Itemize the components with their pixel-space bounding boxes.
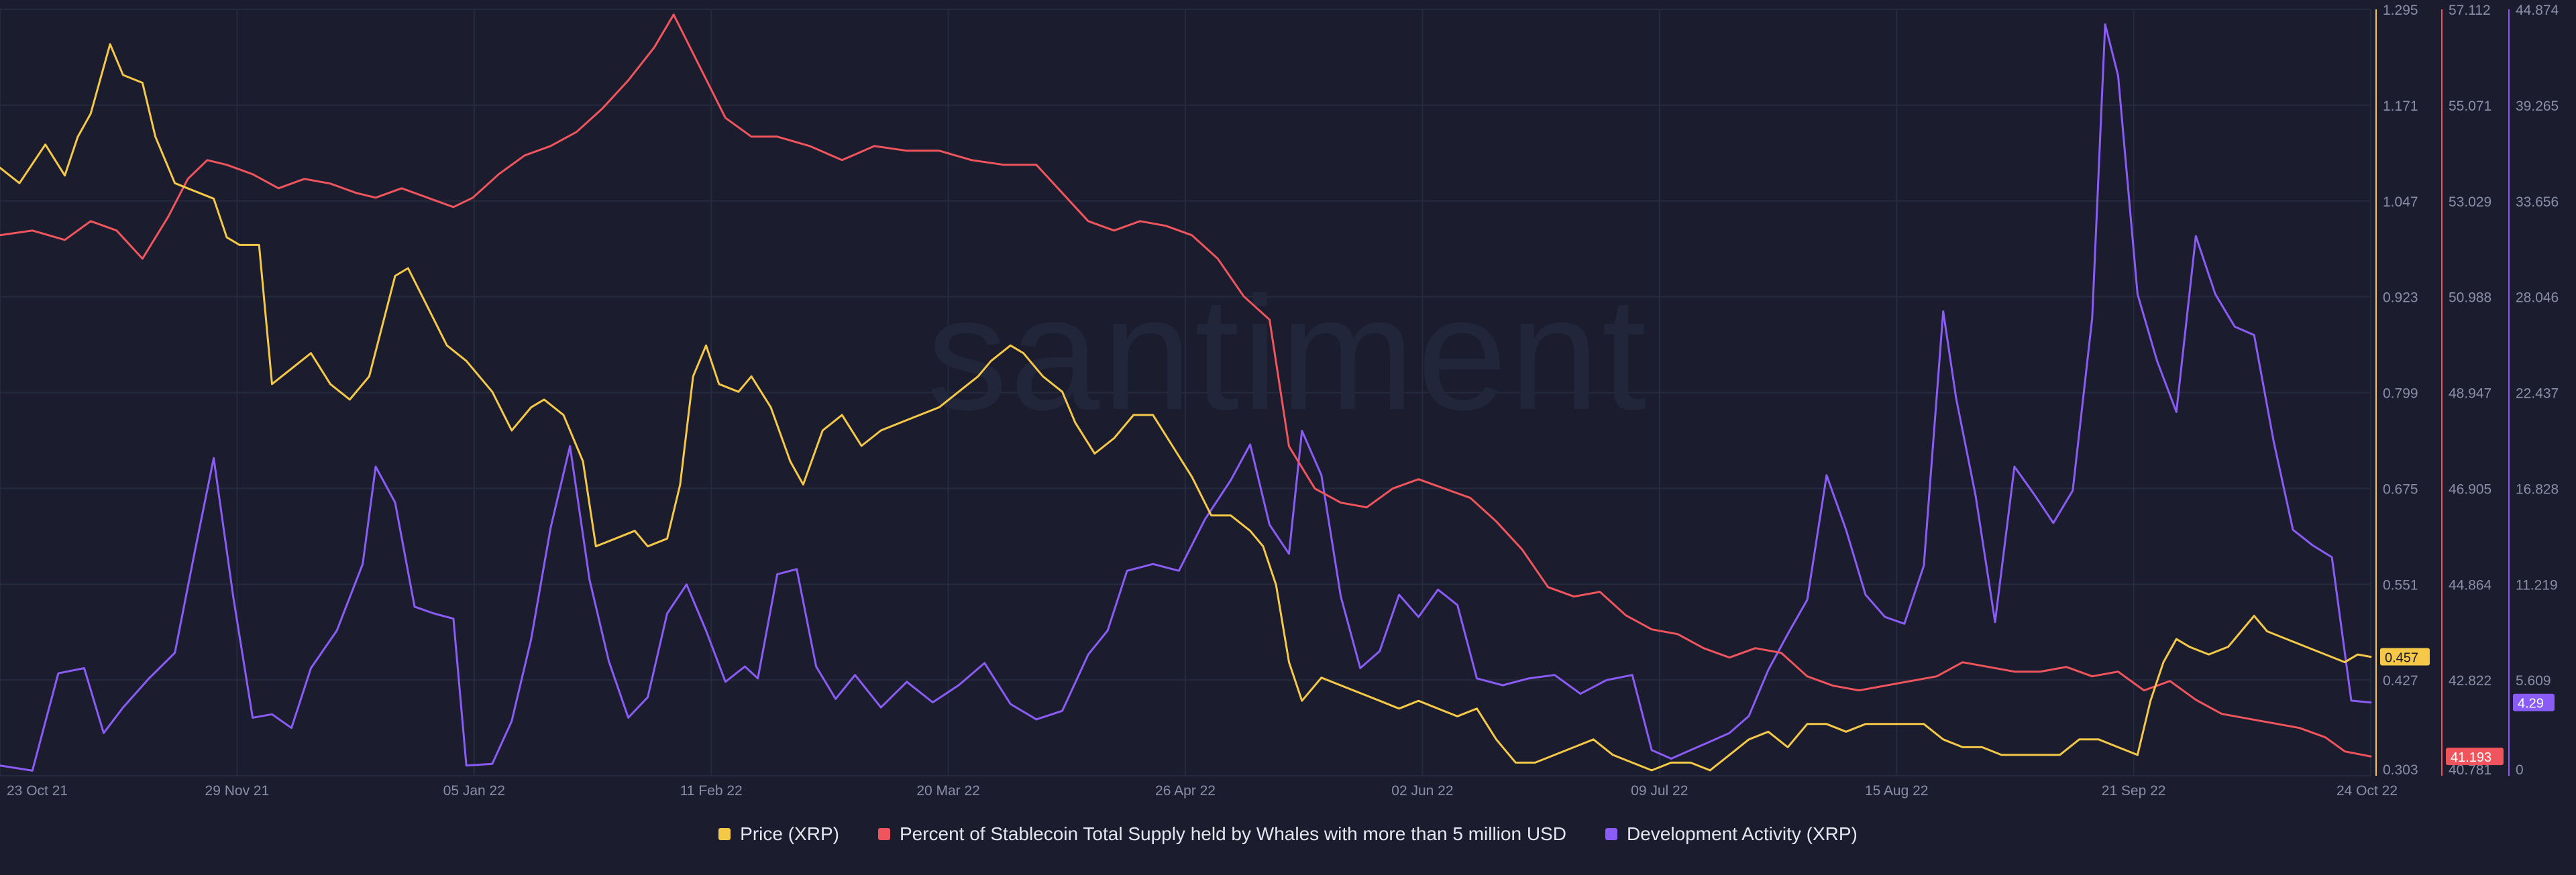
x-tick-label: 15 Aug 22 — [1865, 783, 1929, 799]
y-tick-label: 48.947 — [2449, 386, 2491, 402]
x-tick-label: 05 Jan 22 — [443, 783, 505, 799]
last-value-label-dev: 4.29 — [2518, 697, 2544, 711]
y-tick-label: 39.265 — [2516, 99, 2559, 114]
x-tick-label: 29 Nov 21 — [205, 783, 270, 799]
last-value-label-whales: 41.193 — [2451, 750, 2491, 765]
y-tick-label: 0 — [2516, 762, 2524, 778]
x-tick-label: 23 Oct 21 — [7, 783, 68, 799]
grid-lines — [0, 9, 2371, 776]
y-tick-label: 16.828 — [2516, 481, 2559, 497]
y-tick-label: 44.864 — [2449, 577, 2492, 593]
y-tick-label: 11.219 — [2516, 577, 2558, 593]
y-tick-label: 57.112 — [2449, 3, 2491, 18]
x-tick-label: 26 Apr 22 — [1155, 783, 1216, 799]
x-axis: 23 Oct 21 29 Nov 21 05 Jan 22 11 Feb 22 20 M… — [7, 783, 2398, 799]
y-tick-label: 1.047 — [2383, 194, 2418, 210]
dev-activity-swatch-icon — [1605, 828, 1617, 840]
x-tick-label: 20 Mar 22 — [916, 783, 980, 799]
y-tick-label: 5.609 — [2516, 673, 2551, 689]
y-tick-label: 50.988 — [2449, 290, 2491, 306]
whales-swatch-icon — [877, 828, 890, 840]
last-value-badge-dev — [2513, 693, 2555, 711]
x-tick-label: 21 Sep 22 — [2102, 783, 2166, 799]
y-axes: 1.295 1.171 1.047 0.923 0.799 0.675 0.551 0.427… — [2375, 3, 2559, 778]
series-line-dev — [0, 23, 2372, 772]
legend-item-whales[interactable]: Percent of Stablecoin Total Supply held … — [877, 823, 1566, 845]
last-value-badge-price — [2380, 648, 2430, 666]
y-tick-label: 40.781 — [2449, 762, 2491, 778]
x-tick-label: 24 Oct 22 — [2337, 783, 2398, 799]
last-value-badge-whales — [2446, 748, 2504, 766]
legend-label-dev-activity: Development Activity (XRP) — [1626, 823, 1858, 844]
y-tick-label: 0.303 — [2383, 762, 2418, 778]
legend-item-price[interactable]: Price (XRP) — [718, 823, 839, 845]
y-tick-label: 1.171 — [2383, 99, 2418, 114]
y-tick-label: 22.437 — [2516, 386, 2559, 402]
y-tick-label: 53.029 — [2449, 194, 2491, 210]
y-tick-label: 42.822 — [2449, 673, 2491, 689]
y-tick-label: 28.046 — [2516, 290, 2559, 306]
series-line-whales — [0, 13, 2372, 758]
legend-label-price: Price (XRP) — [740, 823, 839, 844]
y-tick-label: 0.923 — [2383, 290, 2418, 306]
legend-item-dev-activity[interactable]: Development Activity (XRP) — [1605, 823, 1858, 845]
legend-label-whales: Percent of Stablecoin Total Supply held … — [899, 823, 1566, 844]
y-tick-label: 0.551 — [2383, 577, 2418, 593]
y-tick-label: 0.675 — [2383, 481, 2418, 497]
y-tick-label: 46.905 — [2449, 481, 2491, 497]
y-tick-label: 0.427 — [2383, 673, 2418, 689]
plot-area — [0, 13, 2372, 772]
y-tick-label: 33.656 — [2516, 194, 2559, 210]
y-tick-label: 0.799 — [2383, 386, 2418, 402]
watermark: santiment — [927, 264, 1650, 443]
x-tick-label: 09 Jul 22 — [1631, 783, 1688, 799]
y-tick-label: 55.071 — [2449, 99, 2491, 114]
price-swatch-icon — [718, 828, 731, 840]
x-tick-label: 02 Jun 22 — [1391, 783, 1453, 799]
y-tick-label: 44.874 — [2516, 3, 2559, 18]
legend: Price (XRP) Percent of Stablecoin Total … — [0, 823, 2576, 845]
y-tick-label: 1.295 — [2383, 3, 2418, 18]
last-value-label-price: 0.457 — [2385, 651, 2418, 666]
x-tick-label: 11 Feb 22 — [680, 783, 743, 799]
series-line-price — [0, 43, 2372, 772]
